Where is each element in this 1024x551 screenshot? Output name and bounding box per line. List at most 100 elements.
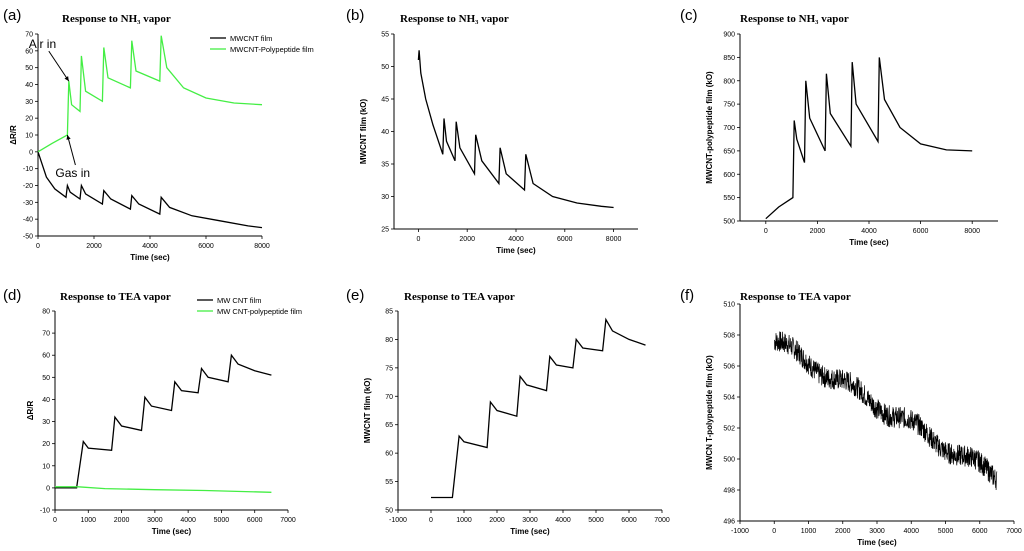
y-tick-label: 496 <box>723 519 735 526</box>
x-tick-label: 1000 <box>801 528 817 535</box>
series-line-noisy <box>773 331 998 491</box>
y-tick-label: 20 <box>25 116 33 123</box>
y-axis-label: MWCNT film (kO) <box>359 99 368 165</box>
y-axis-label: MWCNT-polypeptide film (kO) <box>705 71 714 184</box>
y-tick-label: 800 <box>723 78 735 85</box>
chart-title: Response to TEA vapor <box>404 291 515 303</box>
x-tick-label: 0 <box>53 517 57 524</box>
y-tick-label: 50 <box>385 508 393 515</box>
y-tick-label: 850 <box>723 55 735 62</box>
y-tick-label: 508 <box>723 333 735 340</box>
x-tick-label: 0 <box>764 228 768 235</box>
y-tick-label: 80 <box>42 309 50 316</box>
y-tick-label: 70 <box>385 394 393 401</box>
y-tick-label: 45 <box>381 97 389 104</box>
y-tick-label: 85 <box>385 309 393 316</box>
y-tick-label: 0 <box>29 149 33 156</box>
x-tick-label: 3000 <box>522 517 538 524</box>
series-line-1 <box>417 50 614 209</box>
legend-label: MWCNT film <box>230 34 272 43</box>
y-tick-label: 10 <box>42 463 50 470</box>
y-tick-label: 70 <box>25 32 33 39</box>
y-tick-label: 20 <box>42 441 50 448</box>
y-tick-label: 55 <box>385 479 393 486</box>
x-tick-label: 4000 <box>861 228 877 235</box>
x-tick-label: 5000 <box>214 517 230 524</box>
y-tick-label: -50 <box>23 234 33 241</box>
x-axis-label: Time (sec) <box>849 238 889 247</box>
legend-label: MW CNT-polypeptide film <box>217 307 302 316</box>
x-tick-label: 2000 <box>86 243 102 250</box>
y-tick-label: 40 <box>25 82 33 89</box>
y-tick-label: 50 <box>381 64 389 71</box>
y-tick-label: 900 <box>723 32 735 39</box>
x-axis-label: Time (sec) <box>496 246 536 255</box>
chart-panel-e: (e) Response to TEA vapor -1000 0 1000 2000 30… <box>346 287 670 536</box>
chart-title: Response to TEA vapor <box>60 291 171 303</box>
chart-title: Response to NH₃ vapor <box>62 13 171 25</box>
x-tick-label: 8000 <box>964 228 980 235</box>
y-tick-label: 50 <box>25 65 33 72</box>
y-tick-label: 50 <box>42 375 50 382</box>
y-tick-label: 600 <box>723 172 735 179</box>
x-tick-label: 4000 <box>142 243 158 250</box>
y-tick-label: 550 <box>723 195 735 202</box>
x-tick-label: 6000 <box>913 228 929 235</box>
y-tick-label: 35 <box>381 162 389 169</box>
annotation-arrowhead <box>66 135 71 140</box>
series-line-1 <box>55 353 272 489</box>
legend-label: MWCNT-Polypeptide film <box>230 45 314 54</box>
x-tick-label: 6000 <box>247 517 263 524</box>
y-tick-label: 502 <box>723 426 735 433</box>
y-tick-label: 60 <box>25 48 33 55</box>
x-tick-label: 4000 <box>180 517 196 524</box>
x-tick-label: 5000 <box>938 528 954 535</box>
x-tick-label: 7000 <box>280 517 296 524</box>
y-tick-label: -10 <box>23 166 33 173</box>
x-tick-label: 2000 <box>489 517 505 524</box>
y-tick-label: 750 <box>723 102 735 109</box>
y-tick-label: -20 <box>23 183 33 190</box>
panel-label: (c) <box>680 7 698 24</box>
y-tick-label: 60 <box>385 451 393 458</box>
y-tick-label: 510 <box>723 302 735 309</box>
x-tick-label: 4000 <box>508 236 524 243</box>
panel-label: (b) <box>346 7 364 24</box>
annotation-arrow <box>66 134 76 166</box>
series-line-1 <box>431 317 646 499</box>
x-tick-label: 7000 <box>654 517 670 524</box>
x-tick-label: -1000 <box>389 517 407 524</box>
panel-label: (f) <box>680 287 694 304</box>
y-tick-label: 650 <box>723 148 735 155</box>
panel-label: (e) <box>346 287 364 304</box>
y-tick-label: -30 <box>23 200 33 207</box>
y-tick-label: 75 <box>385 365 393 372</box>
y-tick-label: 500 <box>723 457 735 464</box>
y-tick-label: 30 <box>25 99 33 106</box>
x-tick-label: 6000 <box>621 517 637 524</box>
y-axis-label: MWCN T-polypeptide film (kO) <box>705 355 714 470</box>
x-tick-label: -1000 <box>731 528 749 535</box>
y-tick-label: 498 <box>723 488 735 495</box>
y-tick-label: 25 <box>381 227 389 234</box>
y-tick-label: 40 <box>42 397 50 404</box>
y-tick-label: 506 <box>723 364 735 371</box>
x-tick-label: 8000 <box>606 236 622 243</box>
y-axis-label: ΔR/R <box>26 401 35 421</box>
y-tick-label: 40 <box>381 129 389 136</box>
x-tick-label: 1000 <box>456 517 472 524</box>
x-tick-label: 2000 <box>114 517 130 524</box>
y-tick-label: -10 <box>40 508 50 515</box>
x-tick-label: 2000 <box>459 236 475 243</box>
chart-title: Response to NH₃ vapor <box>740 13 849 25</box>
x-tick-label: 5000 <box>588 517 604 524</box>
x-tick-label: 1000 <box>80 517 96 524</box>
panel-label: (a) <box>3 7 21 24</box>
annotation-label: Gas in <box>55 166 90 180</box>
y-tick-label: 0 <box>46 485 50 492</box>
annotation-arrow <box>48 50 70 82</box>
y-tick-label: 30 <box>381 194 389 201</box>
x-tick-label: 2000 <box>810 228 826 235</box>
